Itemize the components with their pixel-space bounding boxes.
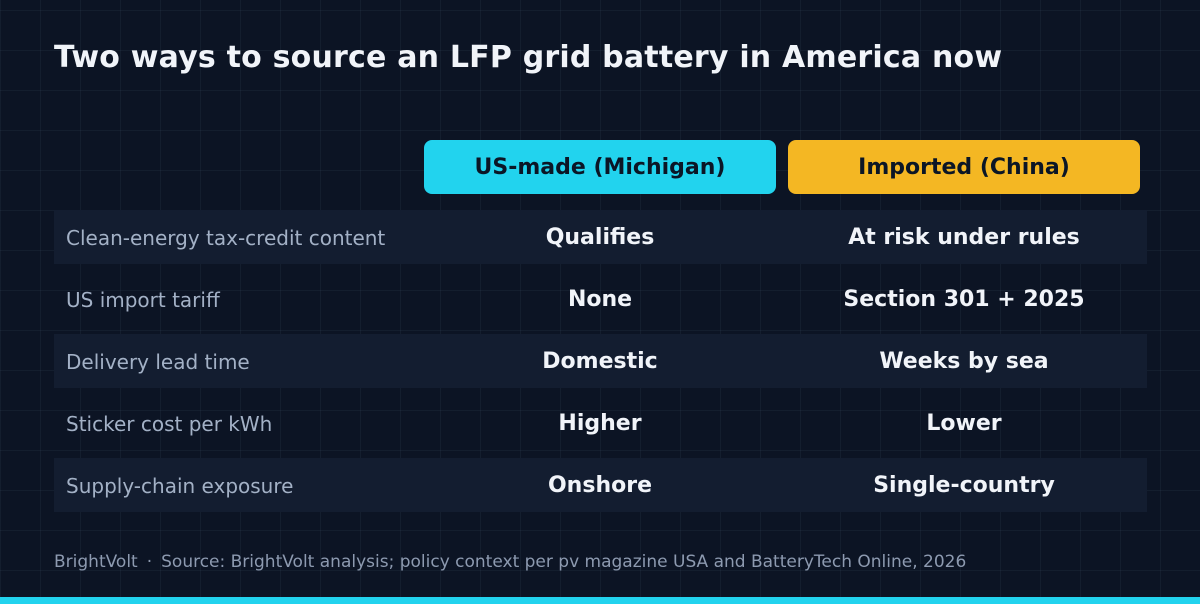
column-header-imported: Imported (China) bbox=[788, 140, 1140, 194]
page-title: Two ways to source an LFP grid battery i… bbox=[54, 40, 1003, 75]
table-row: Clean-energy tax-credit content Qualifie… bbox=[54, 210, 1147, 264]
imported-value: Single-country bbox=[873, 473, 1055, 498]
us-made-value: Higher bbox=[558, 411, 642, 436]
source-text: Source: BrightVolt analysis; policy cont… bbox=[161, 552, 967, 572]
row-label: Sticker cost per kWh bbox=[66, 412, 273, 436]
footer-separator: · bbox=[146, 552, 153, 572]
row-label: Delivery lead time bbox=[66, 350, 250, 374]
us-made-value: Onshore bbox=[547, 473, 652, 498]
us-made-value: Qualifies bbox=[545, 225, 655, 250]
row-label: Clean-energy tax-credit content bbox=[66, 226, 386, 250]
table-row: Supply-chain exposure Onshore Single-cou… bbox=[54, 458, 1147, 512]
table-row: US import tariff None Section 301 + 2025 bbox=[54, 272, 1147, 326]
column-header-us-made: US-made (Michigan) bbox=[424, 140, 776, 194]
imported-value: Lower bbox=[926, 411, 1002, 436]
us-made-value: Domestic bbox=[542, 349, 658, 374]
comparison-table: Clean-energy tax-credit content Qualifie… bbox=[54, 210, 1147, 520]
footer-source-line: BrightVolt · Source: BrightVolt analysis; … bbox=[54, 552, 966, 572]
table-row: Delivery lead time Domestic Weeks by sea bbox=[54, 334, 1147, 388]
imported-value: At risk under rules bbox=[848, 225, 1080, 250]
table-row: Sticker cost per kWh Higher Lower bbox=[54, 396, 1147, 450]
us-made-value: None bbox=[567, 287, 633, 312]
brand-name: BrightVolt bbox=[54, 552, 138, 572]
bottom-accent-bar bbox=[0, 597, 1200, 604]
imported-value: Weeks by sea bbox=[879, 349, 1049, 374]
row-label: US import tariff bbox=[66, 288, 220, 312]
imported-value: Section 301 + 2025 bbox=[843, 287, 1085, 312]
row-label: Supply-chain exposure bbox=[66, 474, 294, 498]
